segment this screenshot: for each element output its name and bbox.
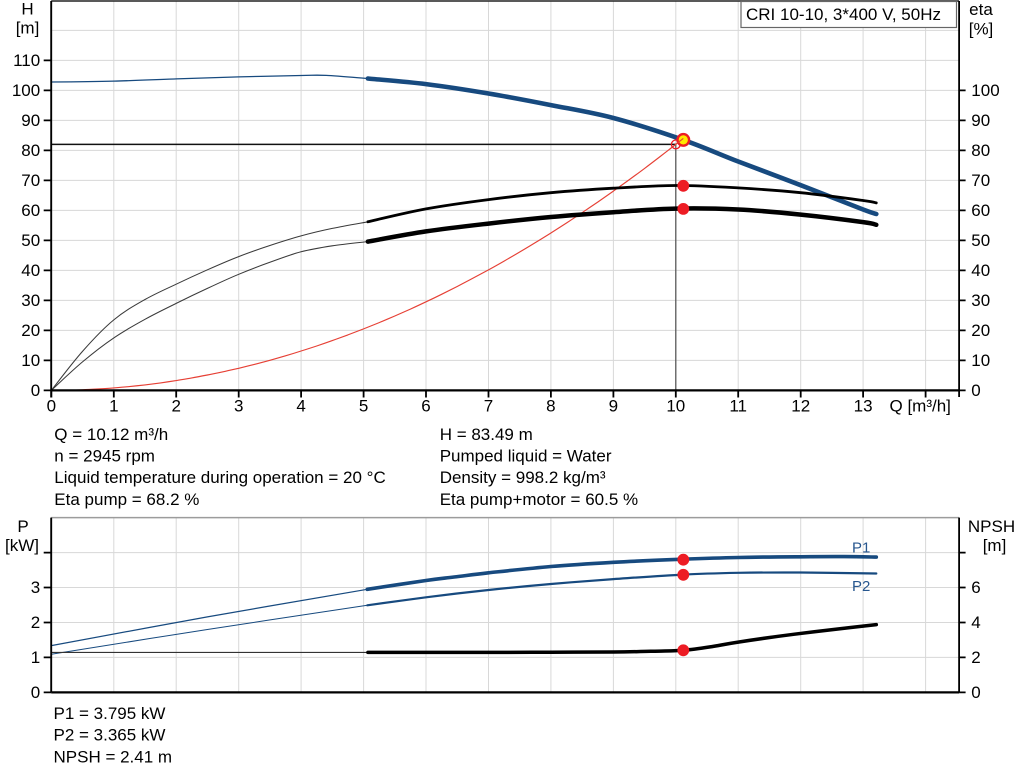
svg-text:Pumped liquid = Water: Pumped liquid = Water xyxy=(440,447,612,466)
svg-text:20: 20 xyxy=(21,321,40,340)
svg-text:2: 2 xyxy=(31,613,40,632)
svg-text:4: 4 xyxy=(971,613,980,632)
svg-text:100: 100 xyxy=(12,81,40,100)
svg-text:6: 6 xyxy=(421,397,430,416)
svg-text:3: 3 xyxy=(234,397,243,416)
svg-text:30: 30 xyxy=(971,291,990,310)
svg-text:Eta pump = 68.2 %: Eta pump = 68.2 % xyxy=(54,490,199,509)
svg-text:[%]: [%] xyxy=(969,20,994,39)
svg-text:[m]: [m] xyxy=(16,19,40,38)
svg-text:80: 80 xyxy=(21,141,40,160)
svg-text:0: 0 xyxy=(31,381,40,400)
svg-text:70: 70 xyxy=(971,171,990,190)
svg-text:CRI 10-10, 3*400 V, 50Hz: CRI 10-10, 3*400 V, 50Hz xyxy=(746,5,941,24)
svg-text:H = 83.49 m: H = 83.49 m xyxy=(440,425,533,444)
svg-text:0: 0 xyxy=(971,381,980,400)
svg-text:0: 0 xyxy=(971,683,980,702)
svg-text:eta: eta xyxy=(969,0,993,19)
svg-text:H: H xyxy=(21,0,33,19)
svg-text:20: 20 xyxy=(971,321,990,340)
svg-text:[m]: [m] xyxy=(983,536,1007,555)
svg-text:50: 50 xyxy=(971,231,990,250)
svg-text:P2: P2 xyxy=(852,578,870,595)
svg-text:7: 7 xyxy=(484,397,493,416)
svg-text:90: 90 xyxy=(971,111,990,130)
svg-text:2: 2 xyxy=(971,648,980,667)
svg-text:6: 6 xyxy=(971,578,980,597)
svg-text:10: 10 xyxy=(666,397,685,416)
svg-text:90: 90 xyxy=(21,111,40,130)
svg-text:0: 0 xyxy=(31,683,40,702)
svg-text:1: 1 xyxy=(31,648,40,667)
svg-text:NPSH = 2.41 m: NPSH = 2.41 m xyxy=(54,747,173,766)
svg-text:5: 5 xyxy=(359,397,368,416)
svg-text:30: 30 xyxy=(21,291,40,310)
svg-text:80: 80 xyxy=(971,141,990,160)
svg-text:12: 12 xyxy=(791,397,810,416)
svg-text:n = 2945 rpm: n = 2945 rpm xyxy=(54,447,155,466)
svg-text:[kW]: [kW] xyxy=(5,536,39,555)
svg-text:10: 10 xyxy=(971,351,990,370)
svg-text:Q = 10.12 m³/h: Q = 10.12 m³/h xyxy=(54,425,168,444)
svg-text:Q [m³/h]: Q [m³/h] xyxy=(890,397,951,416)
svg-text:100: 100 xyxy=(971,81,999,100)
svg-text:40: 40 xyxy=(21,261,40,280)
svg-text:2: 2 xyxy=(171,397,180,416)
svg-text:40: 40 xyxy=(971,261,990,280)
svg-text:110: 110 xyxy=(13,51,40,70)
svg-text:Liquid temperature during oper: Liquid temperature during operation = 20… xyxy=(54,468,385,487)
svg-text:Eta pump+motor = 60.5 %: Eta pump+motor = 60.5 % xyxy=(440,490,638,509)
svg-text:60: 60 xyxy=(971,201,990,220)
svg-text:11: 11 xyxy=(729,397,747,416)
svg-text:8: 8 xyxy=(546,397,555,416)
svg-text:9: 9 xyxy=(609,397,618,416)
svg-text:P1 = 3.795 kW: P1 = 3.795 kW xyxy=(54,704,166,723)
svg-text:0: 0 xyxy=(47,397,56,416)
svg-text:Density = 998.2 kg/m³: Density = 998.2 kg/m³ xyxy=(440,468,606,487)
svg-text:4: 4 xyxy=(296,397,305,416)
svg-text:P1: P1 xyxy=(852,540,870,557)
svg-text:1: 1 xyxy=(109,397,118,416)
svg-text:60: 60 xyxy=(21,201,40,220)
svg-text:13: 13 xyxy=(854,397,873,416)
svg-text:50: 50 xyxy=(21,231,40,250)
svg-text:3: 3 xyxy=(31,578,40,597)
svg-text:10: 10 xyxy=(21,351,40,370)
svg-text:P: P xyxy=(17,517,28,536)
svg-text:P2 = 3.365 kW: P2 = 3.365 kW xyxy=(54,726,166,745)
svg-text:NPSH: NPSH xyxy=(968,517,1015,536)
svg-text:70: 70 xyxy=(21,171,40,190)
